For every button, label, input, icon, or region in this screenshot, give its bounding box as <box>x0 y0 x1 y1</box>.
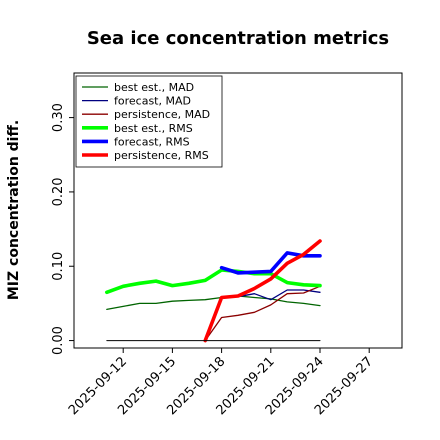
series-line-0 <box>106 295 321 311</box>
series-line-3 <box>105 268 322 295</box>
legend-label: persistence, MAD <box>114 108 210 121</box>
x-axis: 2025-09-122025-09-152025-09-182025-09-21… <box>66 348 376 418</box>
legend-label: forecast, MAD <box>114 95 191 108</box>
plot-frame <box>73 72 403 349</box>
y-tick-label: 0.10 <box>51 252 66 281</box>
chart-title: Sea ice concentration metrics <box>87 28 389 49</box>
y-tick-label: 0.20 <box>51 177 66 206</box>
series-line-5 <box>203 239 322 343</box>
y-axis: 0.00 0.10 0.20 0.30 <box>51 103 74 355</box>
y-axis-label: MIZ concentration diff. <box>6 120 22 300</box>
legend-label: forecast, RMS <box>114 135 190 148</box>
y-tick-label: 0.00 <box>51 326 66 355</box>
legend-box <box>75 75 223 168</box>
series-line-2 <box>204 285 321 342</box>
legend-label: best est., RMS <box>114 122 193 135</box>
legend-label: best est., MAD <box>114 81 194 94</box>
series-lines <box>105 239 322 343</box>
y-tick-label: 0.30 <box>51 103 66 132</box>
legend-label: persistence, RMS <box>114 149 209 162</box>
